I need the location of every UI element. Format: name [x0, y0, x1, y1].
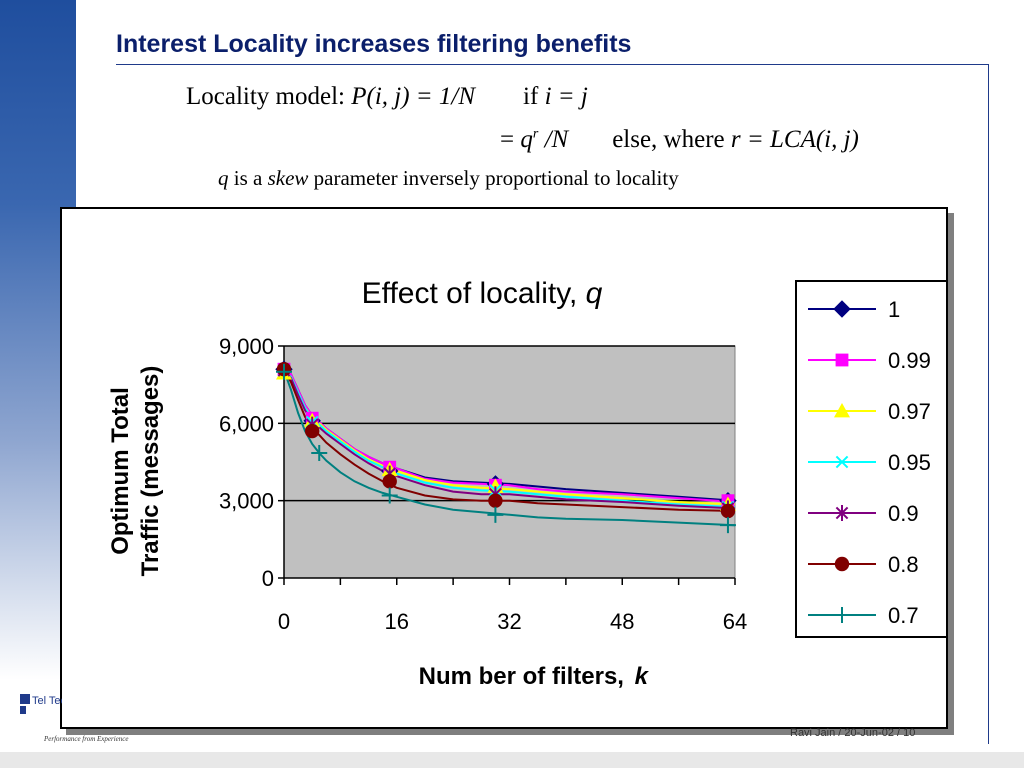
legend-label: 0.99	[888, 348, 931, 373]
formula-over-n: /N	[538, 126, 569, 153]
bottom-band	[0, 752, 1024, 768]
x-tick-label: 64	[723, 609, 747, 634]
formula-skew: skew	[267, 166, 309, 190]
chart-title-var: q	[586, 277, 603, 310]
data-point	[304, 423, 320, 439]
legend-marker	[835, 505, 849, 521]
title-underline	[116, 64, 988, 65]
x-axis-label-text: Num ber of filters,	[419, 663, 631, 690]
data-point	[487, 506, 504, 523]
x-axis-label: Num ber of filters, k	[419, 663, 650, 690]
chart-container: Effect of locality, q 0 3,000 6,000 9,000 0…	[60, 207, 949, 729]
y-tick-label: 3,000	[219, 489, 274, 514]
formula-line-1: Locality model: P(i, j) = 1/N if i = j	[186, 83, 588, 111]
company-logo-icon: Tel Tec	[20, 694, 62, 714]
x-ticks: 0 16 32 48 64	[278, 578, 747, 634]
series-markers	[275, 360, 737, 534]
y-axis-label-line2: Traffic (messages)	[137, 366, 164, 577]
chart-title-text: Effect of locality,	[362, 277, 586, 310]
formula-condition: i = j	[544, 83, 588, 110]
legend-label: 0.97	[888, 399, 931, 424]
legend-marker	[834, 607, 850, 623]
legend-marker	[833, 300, 851, 318]
plot-area	[283, 345, 736, 579]
data-point	[311, 444, 328, 461]
formula-is-a: is a	[228, 166, 268, 190]
data-point	[488, 493, 503, 508]
legend-marker	[835, 353, 849, 367]
x-tick-label: 32	[497, 609, 521, 634]
y-tick-label: 9,000	[219, 334, 274, 359]
data-point	[381, 487, 398, 504]
formula-else: else, where	[612, 126, 731, 153]
data-point	[382, 474, 397, 489]
legend-label: 0.95	[888, 450, 931, 475]
footer-tagline: Performance from Experience	[44, 735, 129, 743]
formula-q-symbol: q	[218, 166, 229, 190]
x-tick-label: 48	[610, 609, 634, 634]
formula-description: parameter inversely proportional to loca…	[308, 166, 679, 190]
legend-label: 0.7	[888, 603, 919, 628]
formula-lca: r = LCA(i, j)	[730, 126, 859, 153]
x-axis-label-var: k	[635, 663, 650, 690]
y-tick-label: 6,000	[219, 411, 274, 436]
legend: 1 0.99 0.97 0.95 0.9 0.8 0.7	[808, 297, 931, 628]
formula-line-2: = qr /N else, where r = LCA(i, j)	[500, 126, 859, 154]
slide-title: Interest Locality increases filtering be…	[116, 30, 632, 58]
formula-expression: P(i, j) = 1/N	[351, 83, 476, 110]
data-point	[276, 363, 292, 380]
chart-title: Effect of locality, q	[362, 277, 603, 310]
x-tick-label: 16	[385, 609, 409, 634]
series-line-0.95	[283, 369, 736, 509]
formula-if: if	[523, 83, 545, 110]
logo-text: Tel Tec	[32, 695, 62, 707]
y-tick-label: 0	[262, 566, 274, 591]
legend-marker	[835, 455, 849, 469]
legend-marker	[834, 556, 850, 572]
formula-prefix: Locality model:	[186, 83, 352, 110]
formula-q: q	[520, 126, 533, 153]
formula-equals: =	[500, 126, 521, 153]
legend-label: 0.9	[888, 501, 919, 526]
right-border-rule	[988, 64, 989, 744]
locality-chart: Effect of locality, q 0 3,000 6,000 9,000 0…	[107, 277, 949, 690]
data-point	[719, 517, 736, 534]
y-ticks: 0 3,000 6,000 9,000	[219, 334, 284, 591]
legend-box	[795, 280, 949, 638]
legend-label: 1	[888, 297, 900, 322]
y-axis-label-line1: Optimum Total	[107, 387, 134, 555]
legend-label: 0.8	[888, 552, 919, 577]
formula-line-3: q is a skew parameter inversely proporti…	[218, 166, 679, 191]
data-point	[720, 503, 736, 519]
x-tick-label: 0	[278, 609, 290, 634]
formula-exponent: r	[532, 126, 539, 142]
footer-author-date: Ravi Jain / 20-Jun-02 / 10	[790, 727, 916, 739]
legend-marker	[834, 403, 850, 418]
series-line-0.99	[283, 367, 736, 503]
